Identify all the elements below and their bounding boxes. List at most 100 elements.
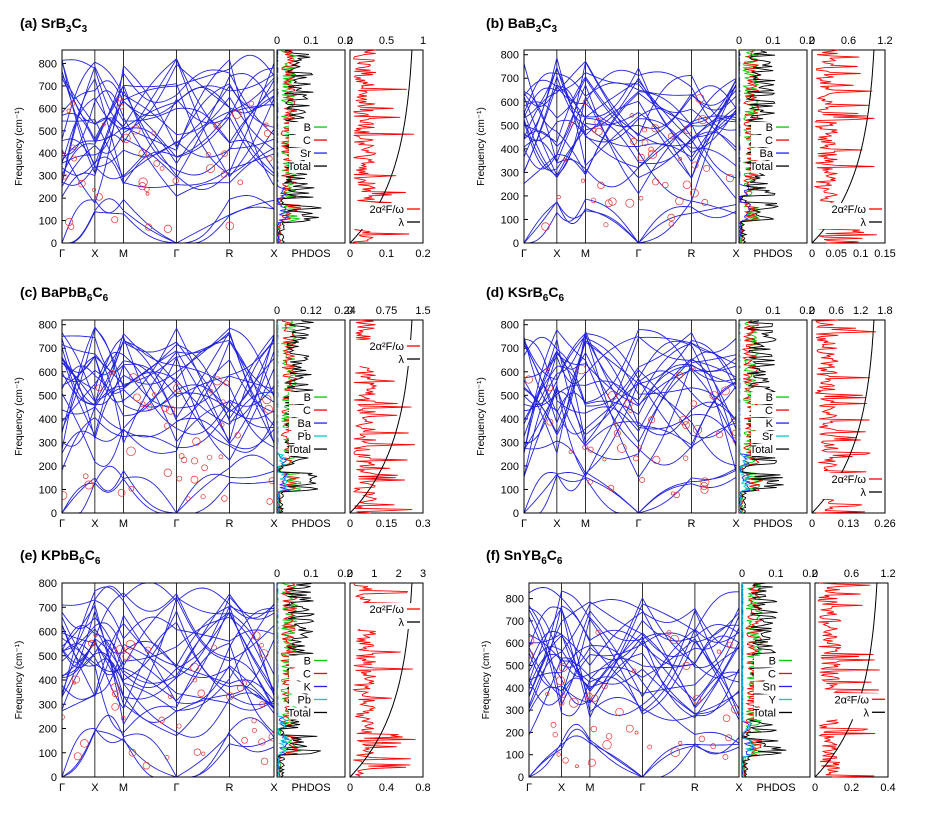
phdos-legend-bg [289, 418, 323, 431]
fatband-marker [601, 683, 608, 690]
fatband-marker [667, 213, 675, 222]
fatband-marker [172, 177, 179, 184]
hs-label: Γ [635, 518, 641, 530]
phonon-band [524, 83, 736, 195]
eliash-legend-label: λ [864, 707, 870, 719]
phonon-band [62, 359, 274, 454]
fatband-marker [715, 430, 724, 439]
phdos-top-tick: 0 [274, 35, 280, 47]
phonon-band [529, 607, 739, 668]
phdos-top-tick: 0.2 [799, 305, 814, 317]
phdos-top-tick: 0 [274, 305, 280, 317]
y-tick-label: 500 [501, 120, 519, 132]
fatband-marker [133, 393, 141, 402]
phonon-band [62, 454, 274, 513]
y-tick-label: 100 [506, 750, 524, 762]
fatband-marker [208, 388, 214, 394]
fatband-marker [117, 488, 126, 497]
y-tick-label: 100 [39, 748, 57, 760]
fatband-marker [587, 758, 596, 767]
y-tick-label: 300 [39, 437, 57, 449]
eliash-top-tick: 0.6 [844, 568, 859, 580]
hs-label: R [226, 248, 234, 260]
y-tick-label: 0 [51, 238, 57, 250]
phdos-legend-label: Total [288, 707, 311, 719]
fatband-marker [129, 373, 138, 382]
a2F-curve [817, 582, 880, 778]
phonon-band [62, 67, 274, 186]
fatband-marker [641, 139, 649, 147]
phonon-band [524, 57, 736, 169]
phdos-legend-bg [289, 122, 323, 135]
fatband-marker [726, 641, 733, 648]
eliash-top-tick: 0.5 [379, 35, 394, 47]
phonon-band [62, 605, 274, 712]
phonon-band [524, 91, 736, 188]
phonon-band [524, 89, 736, 179]
band-structure [62, 326, 274, 513]
fatband-marker [716, 649, 721, 654]
eliash-bottom-tick: 0.15 [376, 518, 397, 530]
phonon-band [62, 57, 274, 170]
fatband-marker [62, 151, 65, 157]
phdos-legend-bg [754, 681, 788, 694]
phonon-band [524, 469, 736, 513]
band-frame [523, 49, 737, 244]
phdos-legend-label: C [303, 135, 311, 147]
fatband-marker [82, 473, 89, 480]
fatband-marker [692, 425, 703, 435]
fatband-marker [709, 390, 719, 400]
fatband-marker [180, 456, 188, 464]
fatband-marker [70, 144, 76, 150]
eliash-bottom-tick: 0 [347, 518, 353, 530]
phdos-legend-bg [754, 707, 788, 720]
eliash-top-tick: 0 [809, 305, 815, 317]
eliash-legend-label: λ [861, 217, 867, 229]
phdos-legend-label: Sr [762, 431, 773, 443]
eliash-bottom-tick: 0 [809, 248, 815, 260]
hs-label: X [735, 782, 743, 794]
eliash-frame [811, 319, 886, 514]
phonon-band [62, 84, 274, 176]
phdos-curve-sr [276, 50, 290, 244]
fatband-marker [628, 408, 633, 413]
phonon-band [529, 723, 739, 777]
phdos-legend-bg [289, 431, 323, 444]
y-axis-label: Frequency (cm⁻¹) [14, 641, 25, 720]
phdos-legend-label: C [765, 405, 773, 417]
eliash-bottom-tick: 0 [809, 518, 815, 530]
fatband-marker [541, 222, 550, 231]
fatband-marker [69, 100, 76, 107]
eliash-legend-bg [352, 216, 420, 229]
fatband-marker [607, 484, 615, 492]
fatband-marker [259, 642, 264, 648]
fatband-marker [263, 129, 272, 137]
fatband-marker [675, 196, 684, 206]
band-frame [61, 49, 275, 244]
eliash-frame [349, 49, 424, 244]
fatband-marker [201, 751, 206, 756]
phonon-band [62, 63, 274, 187]
fatband-marker [587, 479, 593, 485]
y-tick-label: 200 [501, 461, 519, 473]
fatband-marker [258, 738, 266, 746]
fatband-marker [603, 222, 609, 228]
fatband-marker [562, 757, 569, 764]
fatband-marker [558, 663, 568, 672]
phonon-band [62, 342, 274, 443]
fatband-marker [691, 161, 699, 169]
fatband-marker [682, 421, 690, 429]
phdos-label: PHDOS [291, 518, 330, 530]
phonon-band [529, 606, 739, 721]
phonon-band [62, 69, 274, 176]
phdos-legend-bg [751, 122, 785, 135]
fatband-marker [591, 128, 597, 133]
eliash-bottom-tick: 0.1 [379, 248, 394, 260]
y-tick-label: 0 [51, 508, 57, 520]
fatband-marker [73, 752, 82, 761]
phonon-band [529, 606, 739, 709]
hs-label: Γ [59, 782, 65, 794]
band-frame [523, 319, 737, 514]
eliash-top-tick: 1.2 [877, 35, 892, 47]
